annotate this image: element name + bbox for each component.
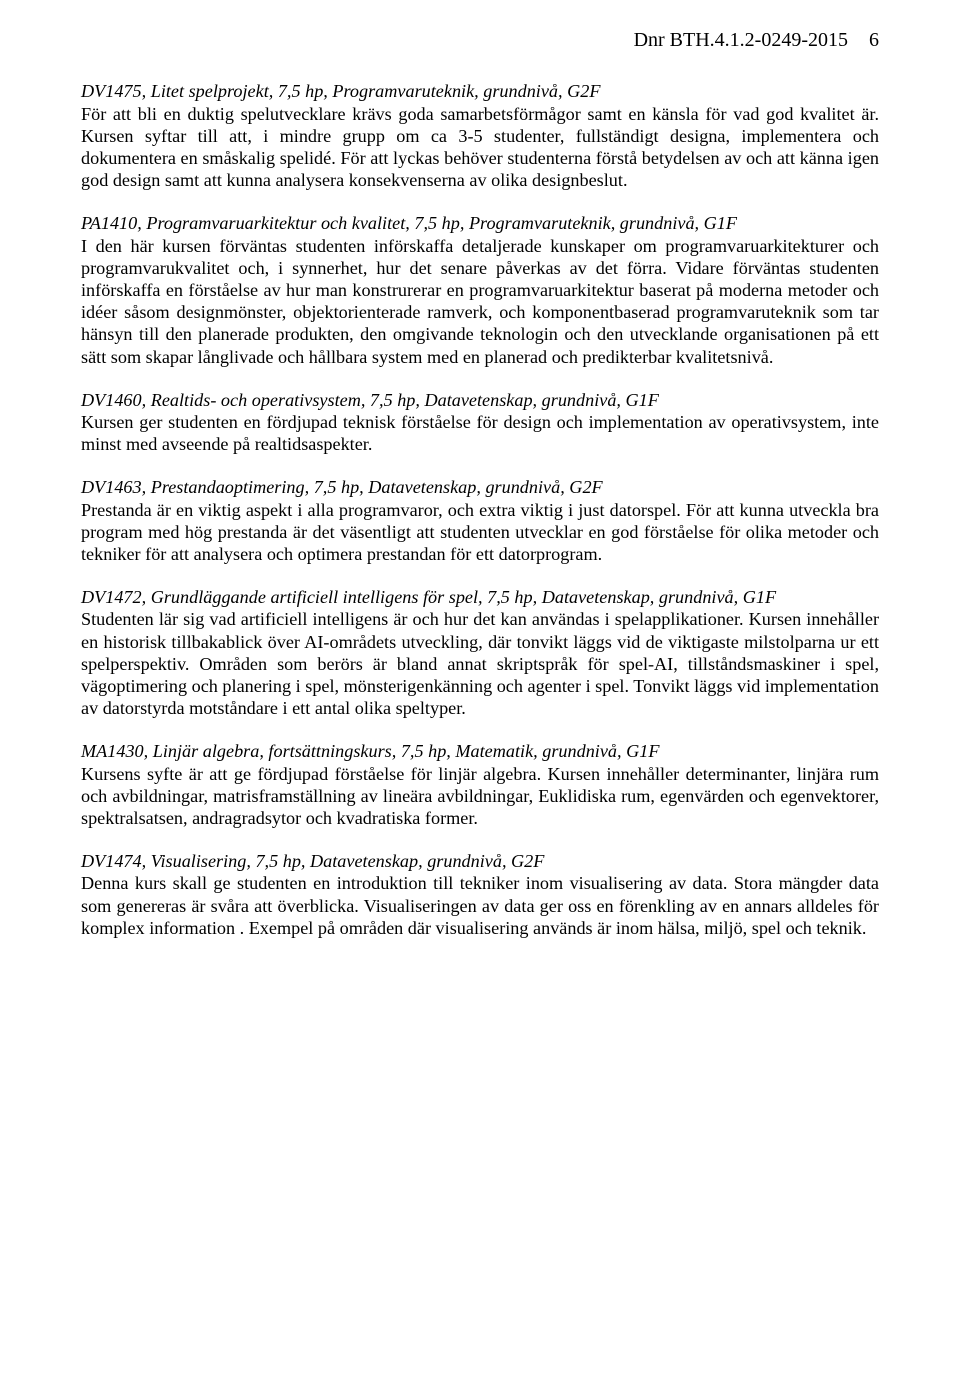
course-body: Kursen ger studenten en fördjupad teknis… xyxy=(81,412,879,454)
course-heading: DV1472, Grundläggande artificiell intell… xyxy=(81,587,776,607)
course-body: I den här kursen förväntas studenten inf… xyxy=(81,236,879,367)
course-heading: PA1410, Programvaruarkitektur och kvalit… xyxy=(81,213,737,233)
course-body: För att bli en duktig spelutvecklare krä… xyxy=(81,104,879,191)
course-heading: MA1430, Linjär algebra, fortsättningskur… xyxy=(81,741,659,761)
course-body: Denna kurs skall ge studenten en introdu… xyxy=(81,873,879,937)
course-block: MA1430, Linjär algebra, fortsättningskur… xyxy=(81,740,879,829)
dnr-label: Dnr BTH.4.1.2-0249-2015 xyxy=(634,29,848,51)
header-line: Dnr BTH.4.1.2-0249-2015 6 xyxy=(81,28,879,52)
course-block: DV1463, Prestandaoptimering, 7,5 hp, Dat… xyxy=(81,476,879,565)
course-block: DV1474, Visualisering, 7,5 hp, Dataveten… xyxy=(81,850,879,939)
course-block: DV1460, Realtids- och operativsystem, 7,… xyxy=(81,389,879,456)
course-block: DV1475, Litet spelprojekt, 7,5 hp, Progr… xyxy=(81,80,879,191)
course-block: DV1472, Grundläggande artificiell intell… xyxy=(81,586,879,719)
course-heading: DV1475, Litet spelprojekt, 7,5 hp, Progr… xyxy=(81,81,600,101)
course-heading: DV1463, Prestandaoptimering, 7,5 hp, Dat… xyxy=(81,477,603,497)
course-body: Prestanda är en viktig aspekt i alla pro… xyxy=(81,500,879,564)
course-heading: DV1460, Realtids- och operativsystem, 7,… xyxy=(81,390,659,410)
course-body: Studenten lär sig vad artificiell intell… xyxy=(81,609,879,718)
course-body: Kursens syfte är att ge fördjupad förstå… xyxy=(81,764,879,828)
page-number: 6 xyxy=(869,28,879,52)
course-block: PA1410, Programvaruarkitektur och kvalit… xyxy=(81,212,879,367)
course-heading: DV1474, Visualisering, 7,5 hp, Dataveten… xyxy=(81,851,544,871)
